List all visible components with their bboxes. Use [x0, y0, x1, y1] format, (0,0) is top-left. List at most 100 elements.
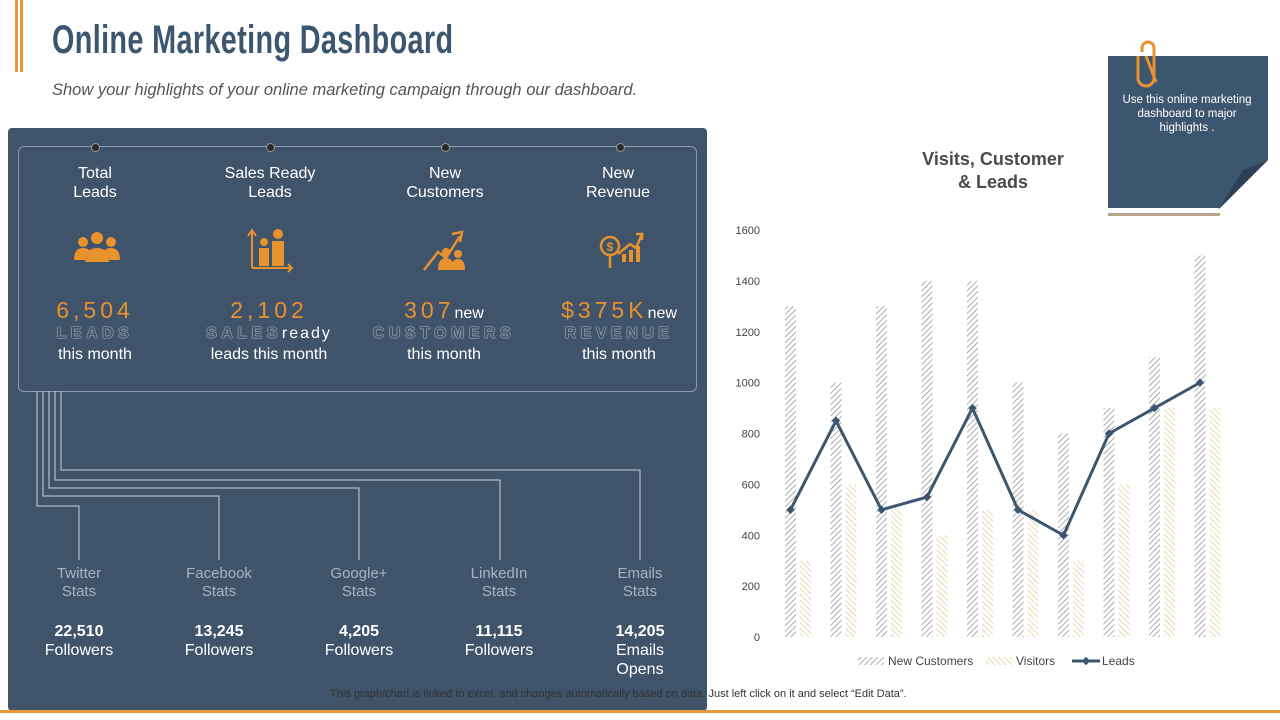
bar-new-customers [921, 280, 933, 637]
legend-label: New Customers [888, 654, 973, 668]
bar-visitors [1027, 509, 1039, 637]
y-tick-label: 1400 [736, 276, 760, 288]
bar-visitors [1209, 408, 1221, 637]
connector-lines [36, 391, 641, 560]
y-tick-label: 400 [742, 530, 760, 542]
metric-sub-new-customers: this month [407, 346, 481, 363]
bar-new-customers [1103, 408, 1115, 637]
metric-value-number: 6,504 [56, 297, 134, 323]
chart-title-line: & Leads [957, 172, 1029, 192]
y-tick-label: 800 [742, 429, 760, 441]
stat-title-line: LinkedIn [470, 565, 528, 582]
stat-value-twitter: 22,510 Followers [19, 622, 139, 660]
metrics-box [18, 146, 697, 392]
leads-point [1013, 505, 1023, 515]
leads-point [1104, 429, 1114, 438]
bar-new-customers [967, 280, 978, 637]
bar-visitors [936, 535, 948, 637]
metric-value-suffix: new [454, 305, 484, 322]
metric-title-line: Revenue [585, 184, 651, 201]
visits-customer-leads-chart: 0 200 400 600 800 1000 1200 1400 1600 New Custom… [736, 225, 1221, 668]
stat-title-line: Facebook [186, 565, 252, 582]
paperclip-icon [1136, 40, 1158, 88]
stat-label: Followers [184, 642, 254, 659]
stat-number: 13,245 [194, 623, 244, 640]
legend-label: Leads [1102, 654, 1135, 668]
metric-sub-sales-ready-leads: leads this month [210, 346, 328, 363]
legend-swatch [858, 657, 884, 665]
legend-swatch [986, 657, 1012, 665]
chart-title: Visits, Customer & Leads [893, 148, 1093, 194]
note-fold [1218, 160, 1268, 210]
stat-title-line: Twitter [56, 565, 102, 582]
metric-title-line: Sales Ready [224, 165, 316, 182]
stat-value-facebook: 13,245 Followers [159, 622, 279, 660]
svg-text:$: $ [607, 240, 614, 254]
bar-new-customers [1194, 255, 1206, 637]
metrics-panel [8, 128, 707, 711]
stat-title-twitter: Twitter Stats [19, 565, 139, 601]
footer-note: This graph/chart is linked to excel, and… [330, 688, 907, 700]
y-tick-label: 200 [742, 581, 760, 593]
page-subtitle: Show your highlights of your online mark… [52, 81, 638, 99]
bar-visitors [845, 484, 857, 637]
stat-label: Followers [324, 642, 394, 659]
metric-unit-new-customers: CUSTOMERS [372, 325, 516, 342]
stat-title-line: Stats [481, 583, 517, 600]
page-title: Online Marketing Dashboard [52, 18, 454, 62]
leads-point [831, 416, 841, 426]
y-tick-label: 600 [742, 479, 760, 491]
y-tick-label: 1600 [736, 225, 760, 237]
metric-title-line: New [428, 165, 461, 182]
metric-title-line: Leads [73, 184, 117, 201]
metric-sub-total-leads: this month [58, 346, 132, 363]
bar-new-customers [1149, 357, 1160, 637]
metric-unit-total-leads: LEADS [56, 325, 134, 342]
stat-number: 22,510 [54, 623, 104, 640]
metric-value-number: 307 [404, 297, 455, 323]
stat-label: Followers [44, 642, 114, 659]
leads-point [877, 505, 886, 515]
stat-label: Followers [464, 642, 534, 659]
stat-title-line: Stats [61, 583, 97, 600]
bar-visitors [800, 560, 811, 637]
metric-title-line: Customers [406, 184, 484, 201]
stat-title-line: Stats [201, 583, 237, 600]
metric-unit-extra: ready [281, 325, 332, 342]
metric-unit-text: SALES [206, 325, 282, 342]
growth-people-icon [247, 228, 294, 273]
metric-value-total-leads: 6,504 [0, 297, 190, 324]
bar-visitors [1164, 408, 1175, 637]
metric-title-new-customers: New Customers [360, 164, 530, 202]
stat-title-line: Stats [341, 583, 377, 600]
stat-title-facebook: Facebook Stats [159, 565, 279, 601]
connector-googleplus [48, 391, 360, 560]
metric-value-suffix: new [647, 305, 677, 322]
metric-value-sales-ready-leads: 2,102 [174, 297, 364, 324]
revenue-search-icon: $ [599, 232, 644, 268]
metric-dot [266, 143, 275, 152]
y-tick-label: 1200 [736, 327, 760, 339]
metric-title-new-revenue: New Revenue [533, 164, 703, 202]
metric-title-line: Leads [248, 184, 292, 201]
leads-point [922, 492, 932, 502]
legend-label: Visitors [1016, 654, 1055, 668]
metric-dot [91, 143, 100, 152]
metric-value-new-revenue: $375Knew [524, 297, 714, 324]
stat-title-line: Google+ [330, 565, 388, 582]
legend-swatch-marker [1081, 656, 1091, 666]
y-tick-label: 0 [754, 632, 760, 644]
stat-value-linkedin: 11,115 Followers [439, 622, 559, 660]
bar-visitors [1073, 560, 1084, 637]
stat-value-emails: 14,205 Emails Opens [580, 622, 700, 679]
metric-title-line: New [601, 165, 634, 182]
bar-new-customers [785, 306, 796, 637]
stat-label: Opens [616, 661, 664, 678]
stat-number: 11,115 [475, 623, 523, 640]
metric-dot [616, 143, 625, 152]
connector-twitter [36, 391, 80, 560]
bottom-accent-line [0, 710, 1280, 713]
metric-sub-new-revenue: this month [582, 346, 656, 363]
note-underline [1108, 213, 1220, 216]
leads-point [968, 403, 977, 413]
